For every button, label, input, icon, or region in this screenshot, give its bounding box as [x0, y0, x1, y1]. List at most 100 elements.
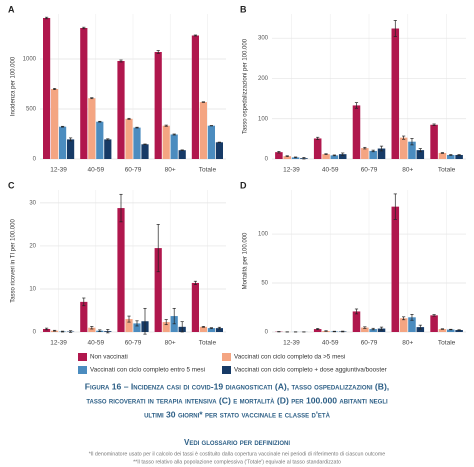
error-bar	[440, 328, 445, 330]
error-bar	[354, 308, 359, 315]
bar	[170, 134, 178, 159]
panel-letter: A	[8, 4, 15, 14]
bar	[438, 329, 447, 332]
bar	[455, 330, 463, 332]
x-tick-label: 80+	[402, 340, 413, 347]
x-tick-label: Totale	[438, 340, 456, 347]
caption-title: ultimi 30 giorni* per stato vaccinale e …	[144, 409, 330, 419]
x-tick-label: Totale	[438, 167, 456, 174]
error-bar	[302, 157, 306, 160]
bar	[133, 127, 141, 159]
error-bar	[172, 133, 176, 136]
bar	[207, 328, 215, 332]
error-bar	[119, 59, 123, 63]
bar	[66, 139, 75, 159]
y-tick-label: 20	[29, 244, 36, 250]
error-bar	[440, 152, 445, 154]
error-bar	[393, 20, 397, 37]
bar	[416, 327, 425, 332]
error-bar	[379, 326, 384, 331]
error-bar	[209, 327, 213, 329]
panel-letter: C	[8, 180, 15, 190]
bar	[322, 154, 330, 159]
error-bar	[98, 329, 102, 332]
error-bar	[402, 316, 406, 321]
x-tick-label: 60-79	[125, 340, 142, 347]
error-bar	[316, 136, 320, 141]
bar	[96, 121, 104, 159]
y-tick-label: 500	[26, 107, 37, 113]
error-bar	[449, 154, 453, 156]
error-bar	[60, 125, 65, 128]
error-bar	[106, 138, 110, 141]
error-bar	[82, 26, 86, 30]
error-bar	[316, 328, 320, 330]
error-bar	[418, 324, 422, 330]
y-tick-label: 0	[265, 157, 269, 163]
error-bar	[164, 124, 168, 127]
bar	[43, 18, 51, 159]
legend-label: Vaccinati con ciclo completo entro 5 mes…	[90, 367, 205, 374]
y-tick-label: 0	[33, 157, 37, 163]
bar	[283, 156, 291, 159]
legend-swatch	[78, 366, 87, 374]
bar	[408, 317, 416, 332]
glossary-link: Vedi glossario per definizioni	[184, 438, 290, 447]
bar	[215, 328, 223, 332]
bar	[80, 28, 88, 159]
bar	[191, 282, 200, 332]
error-bar	[68, 137, 73, 142]
bar	[447, 329, 455, 332]
error-bar	[457, 154, 461, 156]
bar	[361, 327, 369, 332]
legend-label: Vaccinati con ciclo completo + dose aggi…	[234, 367, 387, 374]
bar	[125, 118, 133, 159]
bar	[133, 323, 141, 332]
bar	[162, 125, 170, 159]
error-bar	[90, 326, 94, 330]
error-bar	[119, 193, 123, 223]
legend-label: Vaccinati con ciclo completo da >5 mesi	[234, 354, 345, 361]
y-tick-label: 1000	[23, 57, 37, 63]
bar	[162, 322, 170, 332]
y-tick-label: 0	[265, 330, 269, 336]
bar	[191, 35, 200, 159]
error-bar	[379, 145, 384, 152]
bar	[438, 152, 447, 159]
bar	[199, 326, 207, 332]
y-tick-label: 100	[258, 232, 269, 238]
footnote: *Il denominatore usato per il calcolo de…	[89, 451, 386, 457]
error-bar	[341, 330, 345, 333]
error-bar	[402, 135, 406, 140]
x-tick-label: 80+	[402, 167, 413, 174]
error-bar	[127, 117, 131, 120]
footnote: **Il tasso relativo alla popolazione com…	[133, 459, 341, 465]
bar	[377, 148, 386, 159]
error-bar	[106, 329, 110, 334]
legend-label: Non vaccinati	[90, 354, 128, 361]
error-bar	[285, 155, 289, 157]
error-bar	[90, 97, 94, 100]
y-axis-label: Tasso ospedalizzazioni per 100.000	[243, 38, 249, 134]
legend-swatch	[78, 353, 87, 361]
bar	[399, 137, 408, 159]
bar	[313, 329, 322, 332]
bar	[313, 138, 322, 159]
bar	[330, 155, 339, 159]
error-bar	[180, 321, 184, 333]
error-bar	[363, 146, 367, 150]
y-axis-label: Mortalità per 100.000	[243, 232, 249, 289]
bar	[141, 144, 149, 159]
bar	[391, 28, 400, 159]
error-bar	[60, 330, 65, 333]
error-bar	[201, 101, 206, 103]
error-bar	[341, 152, 345, 156]
x-tick-label: 40-59	[322, 340, 339, 347]
error-bar	[156, 50, 160, 54]
panel-letter: D	[240, 180, 247, 190]
bar	[207, 125, 215, 159]
error-bar	[457, 329, 461, 331]
error-bar	[143, 307, 147, 335]
bar	[59, 126, 67, 159]
x-tick-label: 60-79	[361, 340, 378, 347]
